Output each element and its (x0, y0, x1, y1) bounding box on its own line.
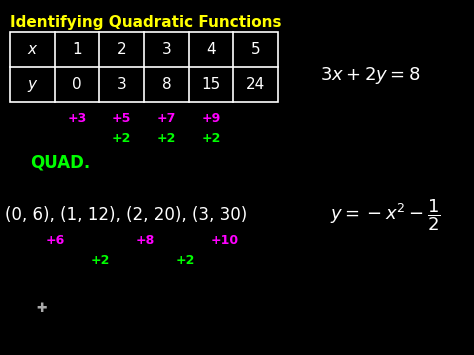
Text: +5: +5 (112, 111, 131, 125)
Text: (0, 6), (1, 12), (2, 20), (3, 30): (0, 6), (1, 12), (2, 20), (3, 30) (5, 206, 247, 224)
Text: 4: 4 (206, 42, 216, 57)
Text: ✚: ✚ (37, 301, 47, 315)
Bar (10, 32, 278, 102)
Text: +2: +2 (156, 131, 176, 144)
Text: +6: +6 (46, 234, 64, 246)
Text: +3: +3 (67, 111, 87, 125)
Text: +2: +2 (175, 253, 195, 267)
Text: +2: +2 (201, 131, 221, 144)
Text: +10: +10 (211, 234, 239, 246)
Text: +8: +8 (136, 234, 155, 246)
Text: $y = -x^2 - \dfrac{1}{2}$: $y = -x^2 - \dfrac{1}{2}$ (329, 197, 440, 233)
Text: $3x + 2y = 8$: $3x + 2y = 8$ (319, 65, 420, 86)
Text: +7: +7 (156, 111, 176, 125)
Text: 8: 8 (162, 77, 171, 92)
Text: +2: +2 (91, 253, 109, 267)
Text: 3: 3 (162, 42, 171, 57)
Text: +2: +2 (112, 131, 131, 144)
Text: y: y (28, 77, 37, 92)
Text: 2: 2 (117, 42, 127, 57)
Text: 5: 5 (251, 42, 261, 57)
Text: +9: +9 (201, 111, 220, 125)
Text: 3: 3 (117, 77, 127, 92)
Text: 0: 0 (72, 77, 82, 92)
Text: 1: 1 (72, 42, 82, 57)
Text: 24: 24 (246, 77, 265, 92)
Text: Identifying Quadratic Functions: Identifying Quadratic Functions (10, 15, 282, 29)
Text: 15: 15 (201, 77, 220, 92)
Text: x: x (28, 42, 37, 57)
Text: QUAD.: QUAD. (30, 153, 90, 171)
